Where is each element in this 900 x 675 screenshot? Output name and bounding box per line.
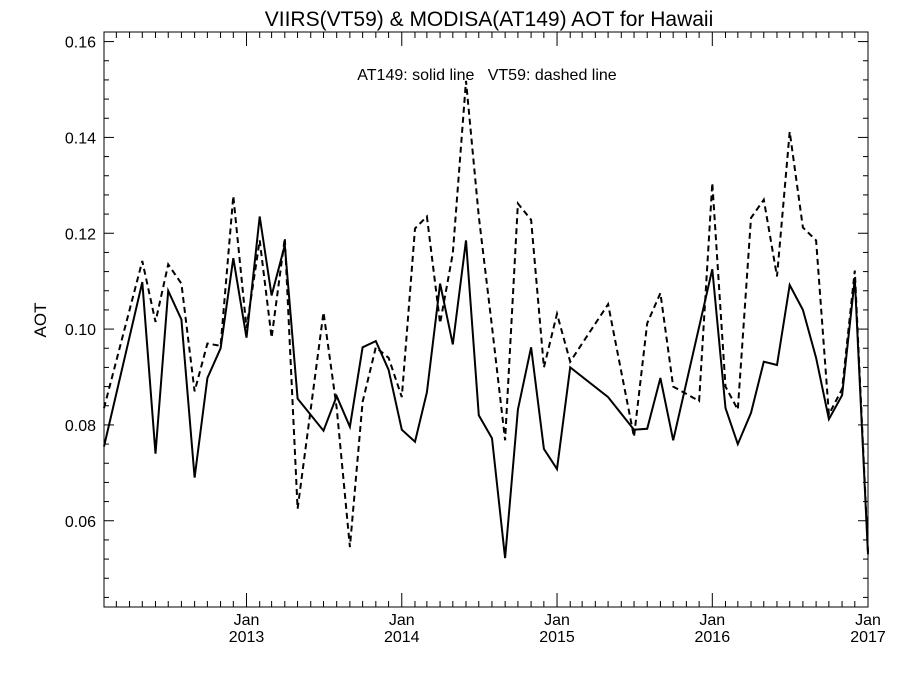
series-line-vt59 — [103, 80, 869, 552]
x-tick-label-month: Jan — [699, 612, 725, 629]
y-tick-label: 0.08 — [65, 418, 96, 435]
y-axis-label: AOT — [31, 303, 50, 338]
x-tick-label-year: 2016 — [695, 629, 731, 646]
x-tick-label-month: Jan — [389, 612, 415, 629]
axes: 0.060.080.100.120.140.16Jan2013Jan2014Ja… — [65, 32, 886, 646]
x-tick-label-month: Jan — [544, 612, 570, 629]
y-tick-label: 0.12 — [65, 226, 96, 243]
y-tick-label: 0.06 — [65, 514, 96, 531]
x-tick-label-year: 2017 — [850, 629, 886, 646]
x-tick-label-year: 2015 — [539, 629, 575, 646]
x-tick-label-month: Jan — [234, 612, 260, 629]
x-tick-label-month: Jan — [855, 612, 881, 629]
y-tick-label: 0.10 — [65, 322, 96, 339]
x-tick-label-year: 2014 — [384, 629, 420, 646]
plot-frame — [103, 31, 869, 608]
series-line-at149 — [103, 216, 869, 559]
plot-lines — [103, 80, 869, 559]
y-tick-label: 0.16 — [65, 35, 96, 52]
series-legend-annotation: AT149: solid line VT59: dashed line — [357, 67, 617, 84]
y-tick-label: 0.14 — [65, 130, 96, 147]
x-tick-label-year: 2013 — [229, 629, 265, 646]
chart-title: VIIRS(VT59) & MODISA(AT149) AOT for Hawa… — [265, 8, 714, 31]
